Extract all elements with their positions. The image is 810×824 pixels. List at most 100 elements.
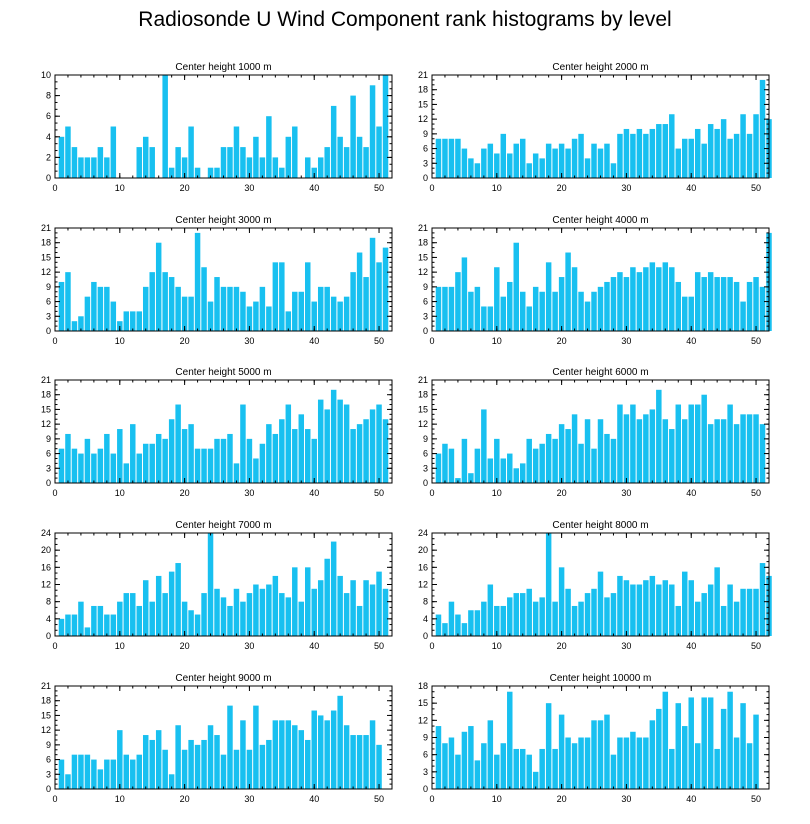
panel-8-bar-16 <box>532 601 539 636</box>
panel-3-bar-37 <box>292 291 298 331</box>
panel-9-xtick-label: 20 <box>180 794 190 804</box>
panel-6-bar-20 <box>558 424 565 483</box>
panel-1-bar-7 <box>97 147 104 178</box>
panel-7-bar-38 <box>298 601 305 636</box>
panel-7-bar-49 <box>369 584 376 636</box>
panel-4-xtick-label: 10 <box>492 336 502 346</box>
panel-8-bar-45 <box>720 605 727 636</box>
panel-7-bar-21 <box>188 610 194 636</box>
panel-5-bar-12 <box>130 424 136 483</box>
panel-3-xtick-label: 0 <box>52 336 57 346</box>
panel-6-ytick-label: 21 <box>418 375 428 385</box>
panel-2-title: Center height 2000 m <box>552 62 648 73</box>
panel-3-xtick-label: 50 <box>374 336 384 346</box>
panel-2-bar-31 <box>630 133 636 178</box>
panel-6-bar-32 <box>636 419 643 483</box>
panel-7-bar-23 <box>201 593 207 636</box>
panel-1-bar-30 <box>246 157 253 178</box>
panel-6-bar-47 <box>733 424 740 483</box>
panel-5-ytick-label: 18 <box>41 390 51 400</box>
panel-1-bar-44 <box>337 136 343 178</box>
panel-8-bar-47 <box>733 601 740 636</box>
panel-1-bar-26 <box>220 147 227 178</box>
panel-6-ytick-label: 9 <box>423 434 428 444</box>
panel-4-bar-44 <box>714 277 720 331</box>
panel-6-bar-10 <box>494 438 500 483</box>
panel-8-bar-12 <box>507 597 513 636</box>
panel-7-xtick-label: 30 <box>244 641 254 651</box>
panel-2-bar-14 <box>519 138 526 178</box>
panel-5-bar-8 <box>104 433 110 483</box>
panel-4-ytick-label: 18 <box>418 238 428 248</box>
panel-6-bar-1 <box>435 453 442 483</box>
panel-1-bar-40 <box>311 167 317 178</box>
panel-9-bar-25 <box>214 735 220 789</box>
panel-9-bar-46 <box>350 735 356 789</box>
panel-7-bar-37 <box>292 567 298 636</box>
panel-2-bar-11 <box>500 133 507 178</box>
panel-8-bar-48 <box>740 588 746 636</box>
panel-2-bar-24 <box>584 158 591 178</box>
panel-5-bar-40 <box>311 438 317 483</box>
panel-5-bar-13 <box>136 453 142 483</box>
panel-5-ytick-label: 6 <box>46 449 51 459</box>
panel-7-bar-5 <box>84 627 91 636</box>
panel-10-bar-2 <box>442 743 448 789</box>
panel-7-xtick-label: 40 <box>309 641 319 651</box>
panel-2-bar-43 <box>707 124 714 178</box>
panel-3-bar-22 <box>194 232 201 331</box>
panel-2-bar-9 <box>487 143 494 178</box>
panel-1-bar-48 <box>363 147 369 178</box>
panel-7-bar-48 <box>363 580 369 636</box>
panel-7-bar-22 <box>194 614 201 636</box>
panel-3-bar-28 <box>233 286 240 331</box>
panel-3-bar-25 <box>214 277 220 331</box>
panel-8-bar-49 <box>746 588 753 636</box>
panel-2-bar-45 <box>720 119 727 178</box>
panel-10-bar-38 <box>675 703 682 789</box>
panel-10-bar-15 <box>526 754 532 789</box>
panel-3-bar-23 <box>201 267 207 331</box>
panel-2-bar-28 <box>610 163 617 178</box>
panel-5-bar-32 <box>259 443 266 483</box>
panel-6-bar-43 <box>707 424 714 483</box>
panel-4-bar-6 <box>468 291 474 331</box>
panel-10-bar-40 <box>688 697 694 789</box>
panel-5-bar-47 <box>356 424 363 483</box>
panel-2-xtick-label: 0 <box>429 183 434 193</box>
panel-1-bar-21 <box>188 126 194 178</box>
panel-4-bar-39 <box>682 296 688 331</box>
panel-4-bar-33 <box>643 267 649 331</box>
panel-8-bar-6 <box>468 610 474 636</box>
panel-4-bar-51 <box>759 286 766 331</box>
panel-5-bar-48 <box>363 419 369 483</box>
panel-4-bar-36 <box>662 262 669 331</box>
panel-10-bar-25 <box>591 720 597 789</box>
panel-10-ytick-label: 6 <box>423 750 428 760</box>
panel-2-bar-20 <box>558 143 565 178</box>
panel-3-bar-47 <box>356 252 363 331</box>
panel-3-ytick-label: 15 <box>41 252 51 262</box>
panel-1-bar-22 <box>194 167 201 178</box>
panel-4-bar-18 <box>545 262 552 331</box>
panel-1-xtick-label: 50 <box>374 183 384 193</box>
panel-10-bar-47 <box>733 737 740 789</box>
panel-6-xtick-label: 20 <box>557 488 567 498</box>
panel-6-xtick-label: 30 <box>621 488 631 498</box>
panel-6-bar-22 <box>571 414 578 483</box>
panel-9-xtick-label: 30 <box>244 794 254 804</box>
panel-6-bar-28 <box>610 438 617 483</box>
panel-5-bar-15 <box>149 443 155 483</box>
panel-10-xtick-label: 40 <box>686 794 696 804</box>
panel-9-bar-34 <box>272 720 279 789</box>
panel-3-bar-18 <box>168 277 175 331</box>
panel-10-bar-19 <box>552 748 558 789</box>
panel-9-ytick-label: 0 <box>46 784 51 794</box>
panel-8-bar-26 <box>597 571 604 636</box>
panel-5-bar-33 <box>266 424 272 483</box>
panel-10-bar-39 <box>682 726 688 789</box>
panel-4-bar-9 <box>487 306 494 331</box>
panel-6-bar-42 <box>701 394 707 483</box>
panel-7-bar-17 <box>162 593 168 636</box>
panel-8-bar-25 <box>591 588 597 636</box>
